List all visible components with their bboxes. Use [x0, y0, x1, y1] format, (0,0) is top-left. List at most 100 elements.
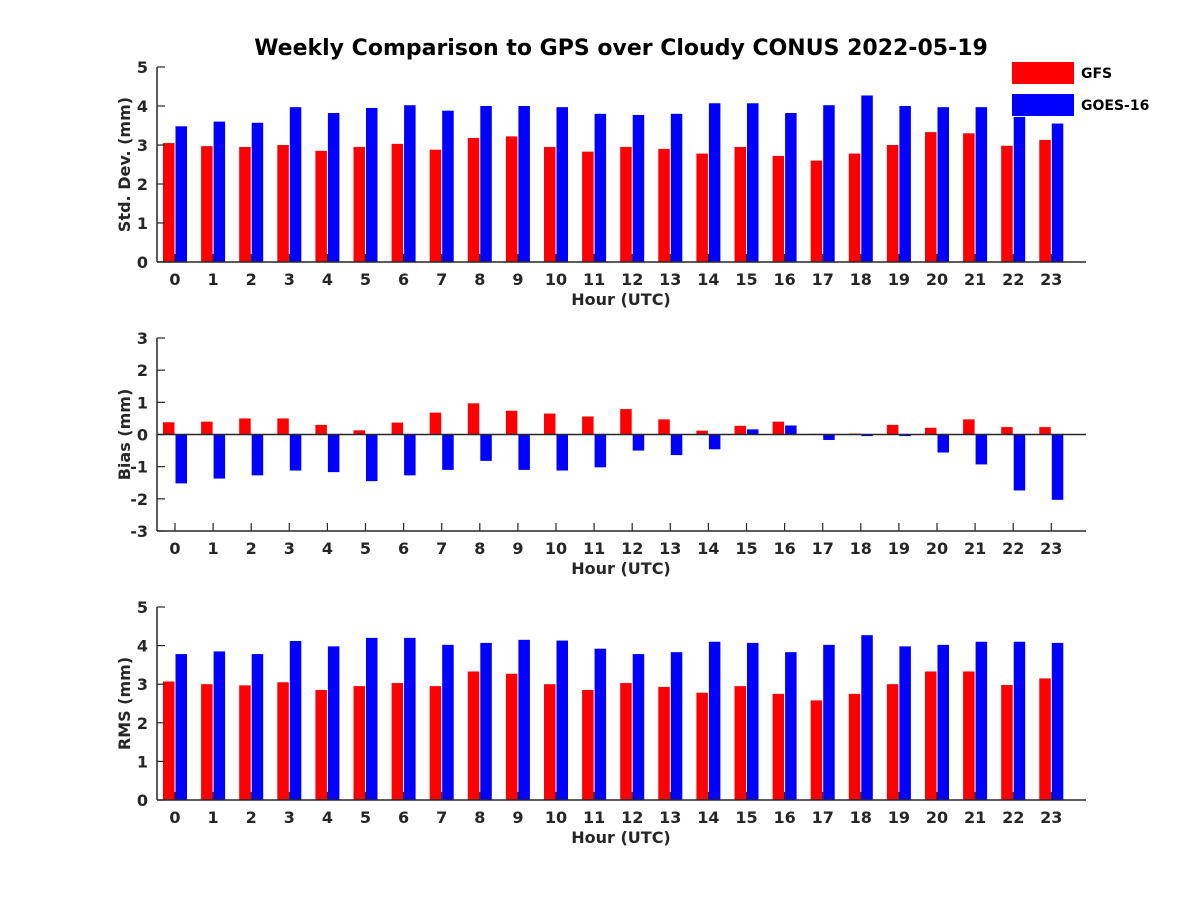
bar-std-gfs-5 — [353, 146, 365, 262]
x-tick-label-std-20: 20 — [926, 270, 948, 289]
bar-bias-goes-16-10 — [556, 434, 568, 471]
bar-bias-gfs-9 — [505, 410, 518, 435]
x-tick-label-rms-9: 9 — [512, 808, 523, 827]
bar-std-goes-16-13 — [670, 113, 683, 262]
bar-bias-gfs-12 — [620, 409, 632, 435]
bar-rms-goes-16-14 — [708, 641, 721, 800]
bar-bias-gfs-1 — [201, 421, 213, 435]
x-tick-label-rms-0: 0 — [169, 808, 180, 827]
bar-rms-goes-16-18 — [861, 635, 873, 800]
x-tick-label-bias-4: 4 — [322, 539, 333, 558]
bar-bias-goes-16-15 — [747, 429, 759, 435]
y-tick-label-bias-2: 2 — [137, 361, 148, 380]
bar-rms-goes-16-10 — [556, 640, 568, 800]
x-tick-label-bias-12: 12 — [621, 539, 643, 558]
bar-std-goes-16-21 — [975, 107, 988, 262]
bar-rms-gfs-18 — [848, 693, 861, 800]
y-tick-label-rms-0: 0 — [137, 791, 148, 810]
chart-title: Weekly Comparison to GPS over Cloudy CON… — [254, 36, 988, 61]
x-tick-label-rms-4: 4 — [322, 808, 333, 827]
bar-rms-gfs-11 — [582, 689, 594, 800]
bar-std-goes-16-19 — [899, 106, 911, 262]
bar-std-gfs-22 — [1001, 145, 1013, 262]
bar-rms-gfs-12 — [620, 683, 632, 800]
bar-std-goes-16-6 — [404, 105, 416, 262]
y-tick-label-bias-0: 0 — [137, 426, 148, 445]
bar-bias-goes-16-23 — [1051, 434, 1064, 500]
x-tick-label-bias-7: 7 — [436, 539, 447, 558]
bar-rms-goes-16-9 — [518, 639, 530, 800]
bar-bias-gfs-4 — [315, 424, 327, 435]
bar-std-goes-16-8 — [480, 106, 492, 262]
bar-rms-gfs-7 — [429, 686, 442, 800]
bar-bias-gfs-3 — [277, 418, 289, 435]
x-tick-label-bias-2: 2 — [246, 539, 257, 558]
bar-std-gfs-20 — [925, 132, 937, 262]
x-tick-label-bias-16: 16 — [773, 539, 795, 558]
x-tick-label-std-11: 11 — [583, 270, 605, 289]
bar-rms-goes-16-15 — [747, 642, 759, 800]
x-tick-label-bias-0: 0 — [169, 539, 180, 558]
bar-rms-goes-16-7 — [442, 644, 454, 800]
x-tick-label-std-6: 6 — [398, 270, 409, 289]
bar-rms-goes-16-0 — [175, 654, 187, 800]
x-tick-label-std-14: 14 — [697, 270, 719, 289]
bar-std-goes-16-14 — [708, 103, 721, 263]
bar-bias-goes-16-8 — [480, 434, 492, 461]
bar-std-gfs-12 — [620, 146, 632, 262]
x-tick-label-std-16: 16 — [773, 270, 795, 289]
bar-rms-gfs-0 — [163, 681, 175, 800]
bar-std-goes-16-22 — [1013, 116, 1026, 262]
bar-std-gfs-16 — [772, 155, 785, 262]
bar-bias-goes-16-2 — [251, 434, 264, 476]
y-tick-label-std-5: 5 — [137, 58, 148, 77]
x-tick-label-rms-13: 13 — [659, 808, 681, 827]
bar-bias-goes-16-20 — [937, 434, 949, 453]
y-tick-label-rms-1: 1 — [137, 752, 148, 771]
bar-bias-goes-16-9 — [518, 434, 530, 470]
bar-rms-goes-16-8 — [480, 642, 492, 800]
y-tick-label-bias--1: -1 — [130, 458, 148, 477]
x-tick-label-std-18: 18 — [850, 270, 872, 289]
x-tick-label-std-7: 7 — [436, 270, 447, 289]
bar-bias-goes-16-7 — [442, 434, 454, 470]
x-tick-label-bias-21: 21 — [964, 539, 986, 558]
bar-rms-gfs-9 — [505, 673, 518, 800]
bar-rms-gfs-17 — [810, 700, 823, 800]
bar-rms-gfs-2 — [239, 685, 251, 800]
bar-rms-gfs-14 — [696, 692, 708, 800]
x-tick-label-std-8: 8 — [474, 270, 485, 289]
bar-std-goes-16-0 — [175, 126, 187, 262]
bar-std-gfs-17 — [810, 160, 823, 262]
bar-std-goes-16-16 — [785, 113, 797, 263]
bar-rms-goes-16-21 — [975, 641, 988, 800]
bar-std-goes-16-18 — [861, 95, 873, 262]
y-axis-label-std: Std. Dev. (mm) — [115, 97, 134, 232]
bar-rms-goes-16-13 — [670, 652, 683, 800]
bar-rms-gfs-4 — [315, 689, 327, 800]
bar-std-gfs-2 — [239, 146, 251, 262]
bar-std-gfs-7 — [429, 149, 442, 262]
bar-std-goes-16-7 — [442, 110, 454, 263]
bar-std-goes-16-15 — [747, 103, 759, 263]
bar-rms-gfs-5 — [353, 686, 365, 800]
x-tick-label-std-9: 9 — [512, 270, 523, 289]
x-tick-label-std-17: 17 — [812, 270, 834, 289]
y-tick-label-rms-4: 4 — [137, 637, 148, 656]
y-tick-label-std-0: 0 — [137, 253, 148, 272]
y-tick-label-rms-3: 3 — [137, 675, 148, 694]
y-tick-label-std-1: 1 — [137, 214, 148, 233]
x-tick-label-rms-16: 16 — [773, 808, 795, 827]
bar-bias-gfs-23 — [1039, 427, 1051, 435]
y-axis-label-bias: Bias (mm) — [115, 389, 134, 481]
bar-rms-goes-16-5 — [366, 637, 378, 800]
bar-bias-gfs-0 — [163, 422, 175, 435]
y-tick-label-std-3: 3 — [137, 136, 148, 155]
bar-bias-gfs-22 — [1001, 427, 1013, 435]
bar-bias-goes-16-3 — [289, 434, 302, 471]
y-tick-label-bias--2: -2 — [130, 490, 148, 509]
